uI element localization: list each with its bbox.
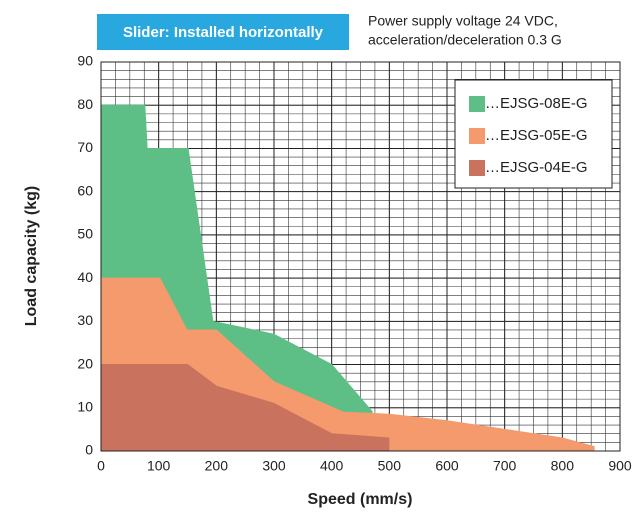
y-tick-label: 50 [77, 226, 93, 242]
subtitle: Power supply voltage 24 VDC, [368, 13, 558, 29]
x-tick-label: 400 [320, 458, 344, 474]
x-tick-label: 800 [551, 458, 575, 474]
area-outline [101, 364, 390, 439]
y-tick-label: 60 [77, 182, 93, 198]
y-tick-label: 30 [77, 312, 93, 328]
legend-swatch [469, 128, 485, 144]
x-tick-label: 500 [378, 458, 402, 474]
area-outline [101, 277, 595, 448]
legend-label: …EJSG-05E-G [485, 127, 588, 144]
x-tick-label: 900 [608, 458, 632, 474]
subtitle: acceleration/deceleration 0.3 G [368, 32, 562, 48]
y-tick-label: 80 [77, 96, 93, 112]
legend-label: …EJSG-08E-G [485, 95, 588, 112]
x-tick-label: 300 [262, 458, 286, 474]
y-tick-label: 0 [85, 442, 93, 458]
x-tick-label: 700 [493, 458, 517, 474]
x-tick-label: 200 [205, 458, 229, 474]
legend-label: …EJSG-04E-G [485, 159, 588, 176]
legend-swatch [469, 96, 485, 112]
y-tick-label: 20 [77, 355, 93, 371]
plot-frame [100, 61, 621, 452]
x-tick-label: 100 [147, 458, 171, 474]
y-axis-label: Load capacity (kg) [23, 186, 40, 326]
title-box [97, 14, 349, 50]
x-axis-label: Speed (mm/s) [308, 491, 413, 508]
x-tick-label: 0 [97, 458, 105, 474]
y-tick-label: 10 [77, 398, 93, 414]
x-tick-label: 600 [435, 458, 459, 474]
y-tick-label: 90 [77, 53, 93, 69]
y-tick-label: 70 [77, 139, 93, 155]
area-outline [101, 104, 373, 413]
y-tick-label: 40 [77, 269, 93, 285]
chart-title: Slider: Installed horizontally [123, 24, 324, 41]
area-fill [101, 364, 390, 451]
legend-swatch [469, 160, 485, 176]
